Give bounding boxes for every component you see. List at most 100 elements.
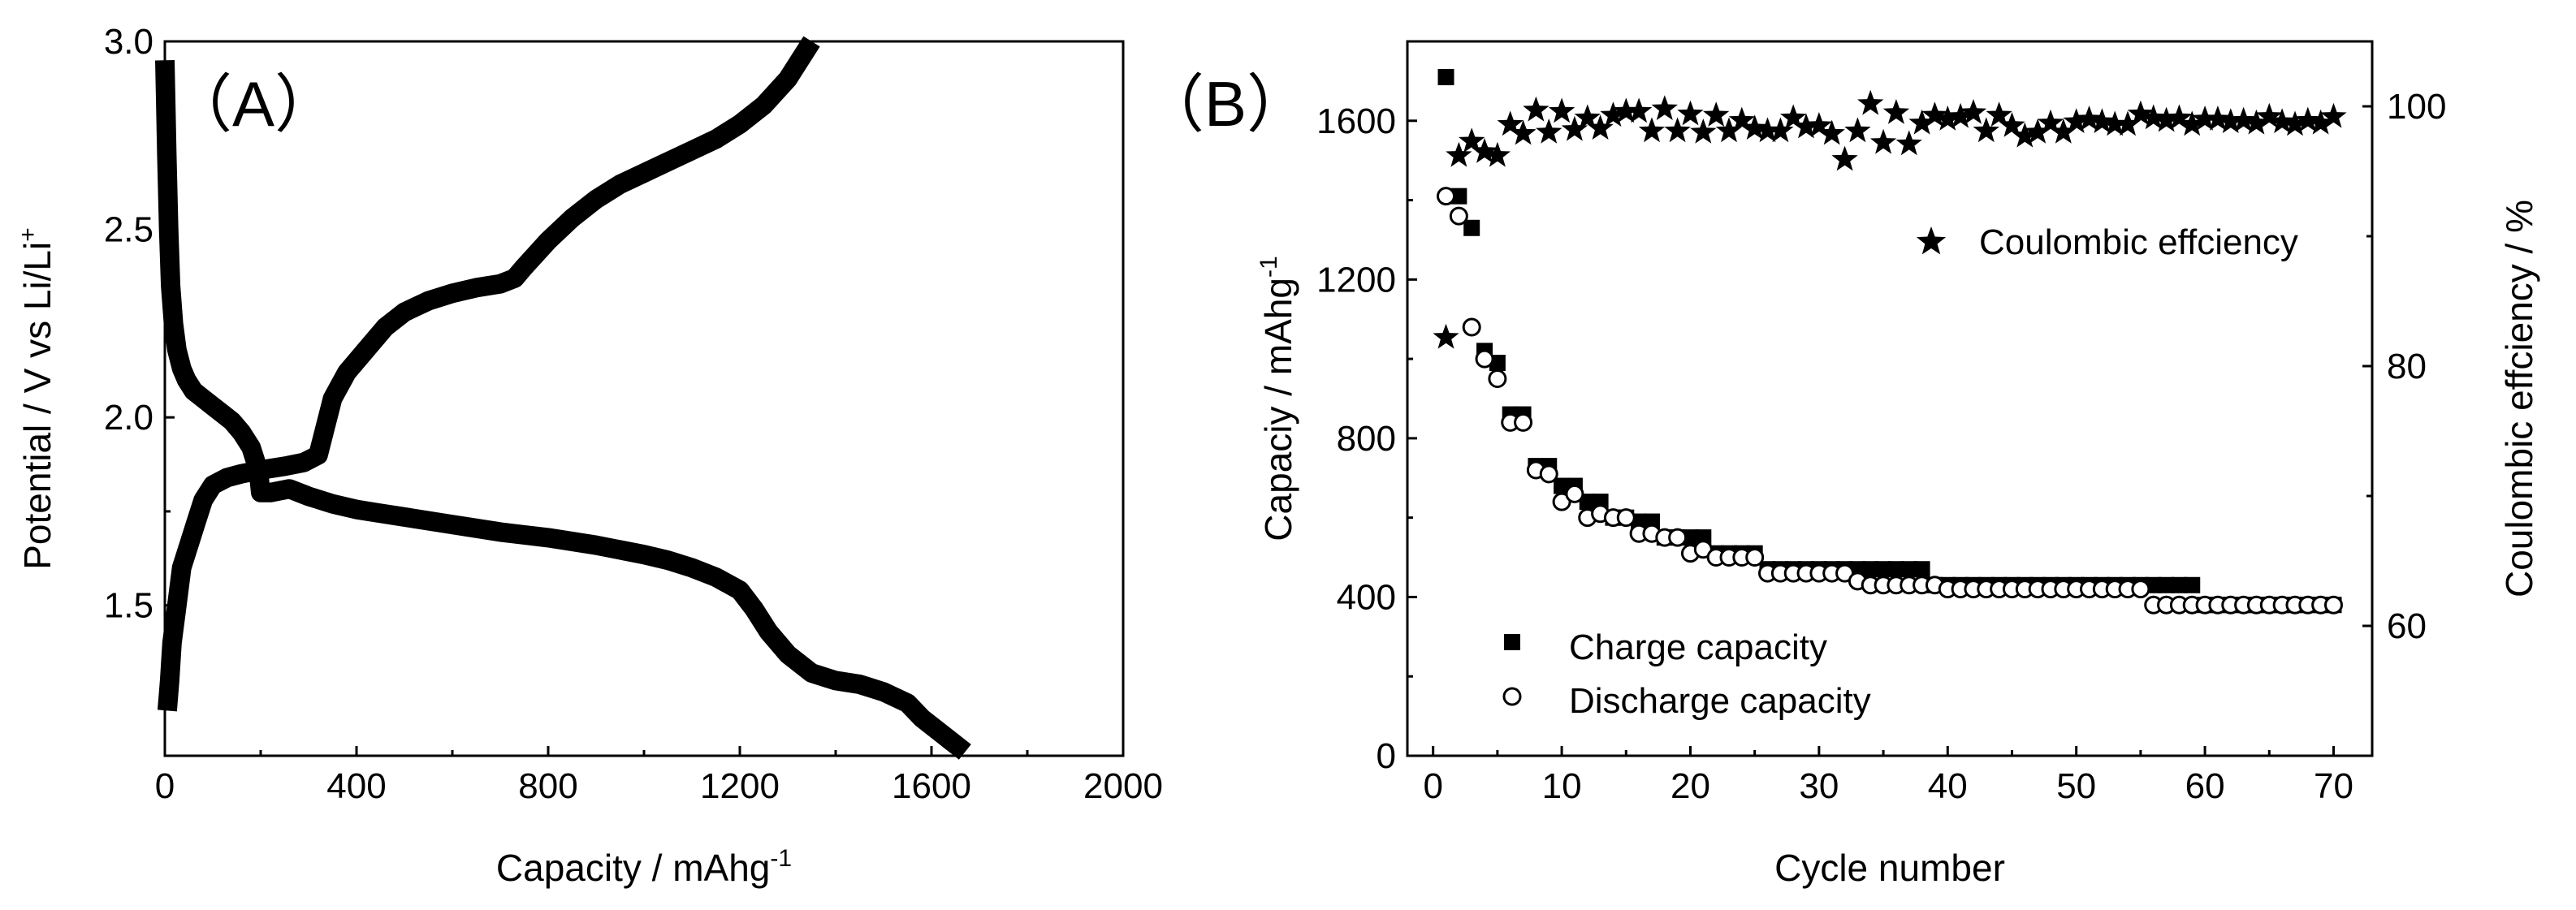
panel-a-y-axis-label: Potential / V vs Li/Li+ (15, 227, 58, 570)
coulombic-efficiency-point (1703, 101, 1730, 127)
panel-b-x-tick-label: 70 (2314, 766, 2353, 806)
coulombic-efficiency-point (2256, 102, 2283, 128)
coulombic-efficiency-point (2153, 106, 2180, 132)
legend-charge-label: Charge capacity (1569, 628, 1827, 667)
panel-b-chart: （B） 0 10 20 30 40 50 60 70 0 400 800 1200 1600 60 80 10… (1141, 40, 2540, 889)
panel-b-right-y-axis-label: Coulombic effciency / % (2498, 200, 2540, 597)
panel-a-discharge-curve (155, 59, 971, 760)
panel-a-x-axis-label: Capacity / mAhg-1 (496, 845, 792, 889)
coulombic-efficiency-point (2089, 108, 2116, 133)
panel-b-x-tick-label: 20 (1671, 766, 1710, 806)
coulombic-efficiency-point (1999, 112, 2025, 137)
coulombic-efficiency-point (2050, 119, 2077, 144)
panel-b-x-tick-label: 0 (1423, 766, 1442, 806)
panel-a-x-label-sup: -1 (770, 845, 792, 872)
coulombic-efficiency-point (1690, 119, 1717, 144)
coulombic-efficiency-point (2230, 106, 2257, 132)
discharge-capacity-point (1616, 508, 1636, 528)
coulombic-efficiency-point (2294, 106, 2321, 132)
legend-circle-icon (1502, 687, 1522, 706)
discharge-capacity-point (1449, 206, 1468, 226)
panel-a-y-tick-label: 2.0 (104, 398, 153, 438)
coulombic-efficiency-point (2307, 109, 2334, 135)
coulombic-efficiency-point (1574, 104, 1601, 130)
coulombic-efficiency-point (1728, 106, 1755, 132)
coulombic-efficiency-point (1960, 99, 1987, 124)
panel-b-right-y-label-main: Coulombic effciency / % (2498, 200, 2540, 597)
coulombic-efficiency-point (1908, 109, 1935, 135)
charge-capacity-point (1862, 561, 1879, 578)
discharge-capacity-point (1565, 484, 1584, 503)
coulombic-efficiency-point (1536, 119, 1562, 144)
coulombic-efficiency-point (1561, 115, 1588, 141)
coulombic-efficiency-point (1471, 138, 1498, 163)
charge-capacity-point (1875, 561, 1892, 578)
coulombic-efficiency-point (1446, 141, 1472, 167)
coulombic-efficiency-point (1664, 117, 1691, 143)
panel-a-x-tick-label: 800 (518, 766, 577, 806)
panel-b-y-tick-label: 1600 (1316, 101, 1396, 141)
coulombic-efficiency-point (2114, 110, 2142, 136)
coulombic-efficiency-point (1831, 145, 1858, 171)
panel-a-x-tick-label: 1600 (892, 766, 971, 806)
coulombic-efficiency-point (1973, 117, 1999, 143)
panel-b-right-y-tick-label: 60 (2387, 606, 2427, 646)
coulombic-efficiency-point (2063, 108, 2090, 133)
panel-b-y-tick-label: 0 (1377, 736, 1396, 776)
discharge-capacity-point (1514, 412, 1533, 432)
coulombic-efficiency-point (1805, 112, 1832, 137)
coulombic-efficiency-point (2217, 108, 2244, 133)
coulombic-efficiency-point (1947, 102, 1974, 128)
charge-capacity-point (2158, 576, 2175, 593)
discharge-capacity-point (1488, 369, 1507, 389)
panel-b-label: （B） (1141, 68, 1310, 140)
charge-capacity-point (1554, 477, 1571, 494)
panel-a-y-label-main: Potential / V vs Li/Li (16, 242, 58, 570)
coulombic-efficiency-point (1844, 117, 1871, 143)
panel-b-right-y-tick-label: 80 (2387, 347, 2427, 386)
coulombic-efficiency-point (1613, 97, 1640, 123)
coulombic-efficiency-point (2204, 106, 2232, 131)
coulombic-efficiency-point (2037, 109, 2064, 135)
coulombic-efficiency-point (1895, 130, 1922, 156)
charge-capacity-point (1682, 529, 1699, 546)
charge-capacity-point (2171, 576, 2188, 593)
panel-a-x-label-main: Capacity / mAhg (496, 847, 770, 889)
panel-a-series-group (155, 36, 971, 760)
panel-a-y-tick-label: 1.5 (104, 586, 153, 626)
panel-b-x-axis-label: Cycle number (1774, 847, 2005, 889)
discharge-capacity-point (1745, 548, 1765, 567)
panel-a-x-tick-label: 400 (326, 766, 386, 806)
panel-a-y-tick-label: 3.0 (104, 22, 153, 62)
discharge-capacity-point (2131, 580, 2150, 599)
coulombic-efficiency-point (1651, 95, 1678, 120)
coulombic-efficiency-point (1497, 110, 1524, 136)
panel-b-right-y-tick-label: 100 (2387, 87, 2446, 127)
panel-a-x-tick-label: 2000 (1083, 766, 1163, 806)
panel-b-y-label-main: Capaciy / mAhg (1257, 278, 1299, 541)
legend-square-icon (1504, 634, 1520, 650)
coulombic-efficiency-point (1459, 127, 1485, 153)
discharge-capacity-point (1437, 187, 1456, 206)
panel-a-charge-curve (157, 36, 820, 712)
panel-b-plot-frame (1406, 40, 2374, 757)
coulombic-efficiency-point (1857, 89, 1884, 115)
coulombic-efficiency-point (2179, 110, 2206, 136)
coulombic-efficiency-point (2243, 109, 2270, 135)
discharge-capacity-point (1475, 349, 1494, 369)
legend-star-icon (1916, 226, 1947, 255)
coulombic-efficiency-point (2269, 108, 2296, 133)
coulombic-efficiency-point (2320, 102, 2347, 128)
legend-discharge-label: Discharge capacity (1569, 681, 1871, 721)
panel-b-x-tick-label: 50 (2056, 766, 2096, 806)
coulombic-efficiency-point (1780, 104, 1807, 130)
panel-a-chart: （A） 0 400 800 1200 1600 2000 1.5 2.0 2.5 3.0 Capa… (15, 22, 1163, 889)
charge-capacity-point (2184, 576, 2201, 593)
coulombic-efficiency-point (1869, 128, 1897, 154)
panel-b-x-tick-label: 40 (1928, 766, 1968, 806)
coulombic-efficiency-point (1600, 101, 1627, 127)
discharge-capacity-point (1462, 317, 1481, 337)
coulombic-efficiency-point (2102, 110, 2129, 136)
panel-b-x-tick-label: 60 (2185, 766, 2225, 806)
